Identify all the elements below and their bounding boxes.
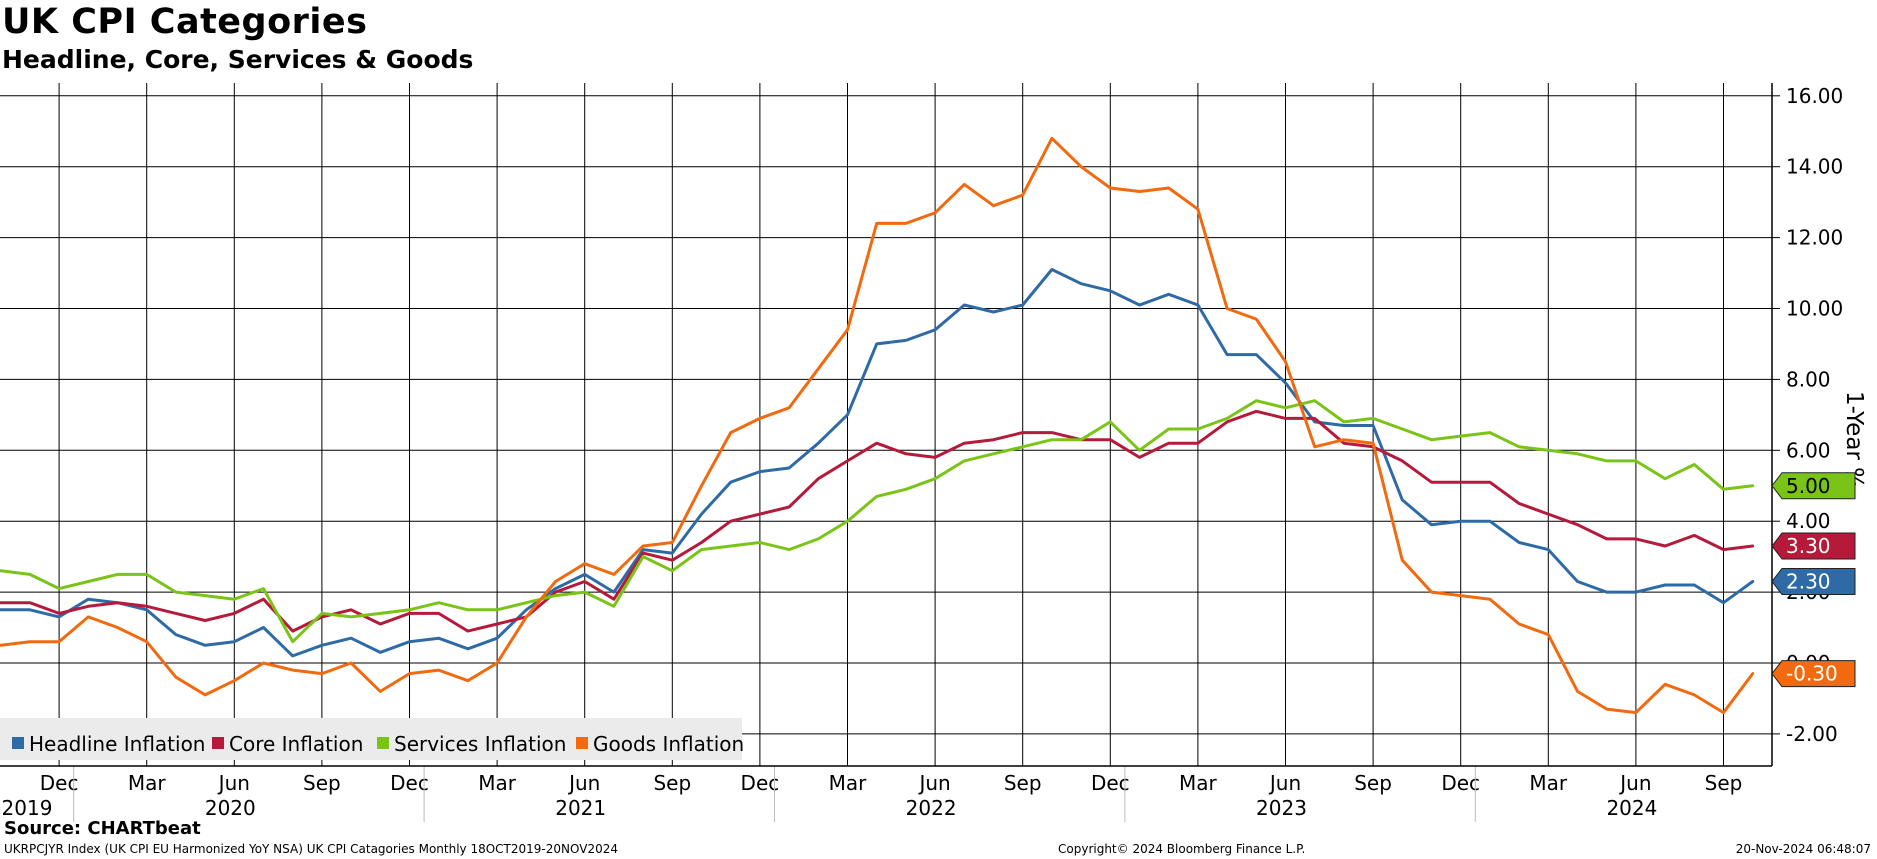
x-month-label: Jun — [917, 771, 950, 795]
y-tick-label: 8.00 — [1786, 367, 1831, 391]
x-month-label: Sep — [1705, 771, 1743, 795]
x-month-label: Dec — [390, 771, 429, 795]
source-note: Source: CHARTbeat — [4, 818, 201, 839]
legend: Headline Inflation Core Inflation Services… — [0, 718, 744, 760]
x-year-label: 2024 — [1606, 796, 1657, 820]
legend-label: Core Inflation — [229, 732, 363, 756]
x-month-label: Mar — [128, 771, 167, 795]
legend-label: Services Inflation — [394, 732, 566, 756]
grid-lines — [0, 83, 1772, 766]
x-year-label: 2021 — [555, 796, 606, 820]
last-value-flag: 2.30 — [1771, 567, 1856, 595]
y-tick-label: 12.00 — [1786, 226, 1843, 250]
x-year-label: 2020 — [205, 796, 256, 820]
x-month-label: Sep — [1004, 771, 1042, 795]
x-month-label: Jun — [567, 771, 600, 795]
last-value-flag-text: 5.00 — [1786, 474, 1831, 498]
y-tick-label: 4.00 — [1786, 509, 1831, 533]
x-month-label: Mar — [478, 771, 517, 795]
chart-subtitle: Headline, Core, Services & Goods — [2, 45, 474, 74]
x-month-label: Jun — [1618, 771, 1651, 795]
x-month-label: Jun — [217, 771, 250, 795]
x-month-label: Dec — [741, 771, 780, 795]
x-month-label: Jun — [1268, 771, 1301, 795]
legend-swatch — [377, 737, 389, 749]
x-month-label: Sep — [653, 771, 691, 795]
last-value-flag: 5.00 — [1771, 472, 1856, 500]
legend-box — [0, 718, 742, 760]
x-month-label: Dec — [1091, 771, 1130, 795]
last-value-flag-text: -0.30 — [1786, 662, 1838, 686]
last-value-flag-bg — [1771, 567, 1856, 595]
x-month-label: Dec — [1441, 771, 1480, 795]
legend-swatch — [212, 737, 224, 749]
x-year-label: 2022 — [906, 796, 957, 820]
y-tick-label: -2.00 — [1786, 722, 1838, 746]
x-month-label: Sep — [303, 771, 341, 795]
x-year-label: 2019 — [2, 796, 53, 820]
y-tick-label: 16.00 — [1786, 84, 1843, 108]
legend-swatch — [576, 737, 588, 749]
y-tick-label: 6.00 — [1786, 438, 1831, 462]
last-value-labels: 2.30 3.30 5.00 -0.30 — [1771, 472, 1856, 688]
x-month-label: Mar — [1179, 771, 1218, 795]
last-value-flag-bg — [1771, 660, 1856, 688]
series-lines — [0, 136, 1755, 715]
y-tick-label: 14.00 — [1786, 155, 1843, 179]
series-line — [0, 409, 1755, 633]
x-month-label: Sep — [1354, 771, 1392, 795]
legend-swatch — [12, 737, 24, 749]
series-line — [0, 136, 1755, 715]
series-line — [0, 268, 1755, 658]
footer-copyright: Copyright© 2024 Bloomberg Finance L.P. — [1058, 842, 1306, 856]
last-value-flag-bg — [1771, 472, 1856, 500]
footer-timestamp: 20-Nov-2024 06:48:07 — [1735, 842, 1871, 856]
x-month-label: Dec — [40, 771, 79, 795]
x-year-label: 2023 — [1256, 796, 1307, 820]
y-tick-label: 10.00 — [1786, 297, 1843, 321]
last-value-flag-text: 2.30 — [1786, 569, 1831, 593]
last-value-flag: -0.30 — [1771, 660, 1856, 688]
x-month-label: Mar — [829, 771, 868, 795]
chart-title: UK CPI Categories — [2, 2, 368, 42]
last-value-flag: 3.30 — [1771, 532, 1856, 560]
legend-label: Goods Inflation — [593, 732, 744, 756]
plot-background — [0, 83, 1772, 766]
plot-area — [0, 83, 1772, 766]
footer-ticker-info: UKRPCJYR Index (UK CPI EU Harmonized YoY… — [4, 842, 618, 856]
series-line — [0, 399, 1755, 644]
axes: -2.000.002.004.006.008.0010.0012.0014.00… — [0, 83, 1843, 822]
last-value-flag-bg — [1771, 532, 1856, 560]
last-value-flag-text: 3.30 — [1786, 534, 1831, 558]
legend-label: Headline Inflation — [29, 732, 205, 756]
x-month-label: Mar — [1529, 771, 1568, 795]
